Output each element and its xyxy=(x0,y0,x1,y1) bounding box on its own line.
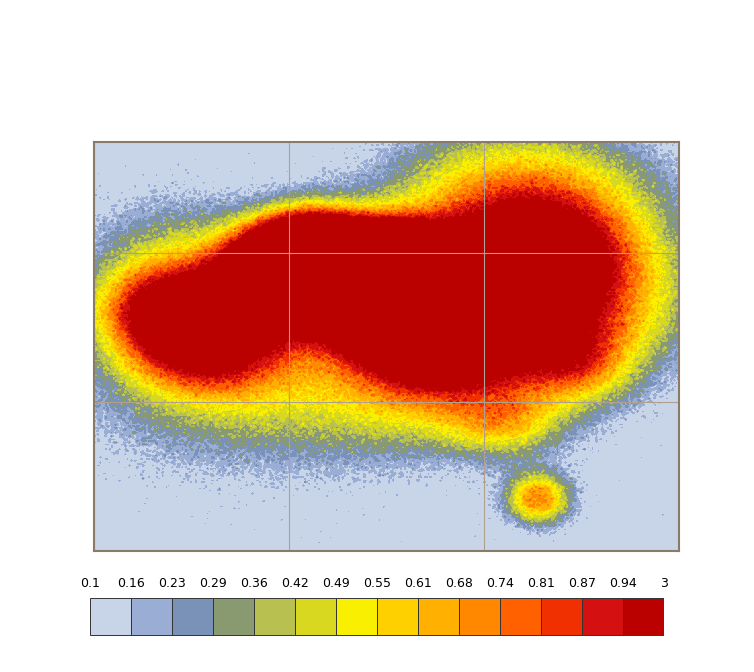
Bar xyxy=(377,598,418,635)
Text: 0.1: 0.1 xyxy=(81,577,100,590)
Text: 0.61: 0.61 xyxy=(404,577,432,590)
Bar xyxy=(131,598,173,635)
Text: 0.81: 0.81 xyxy=(527,577,555,590)
Bar xyxy=(213,598,254,635)
Text: 0.42: 0.42 xyxy=(281,577,309,590)
Text: 0.55: 0.55 xyxy=(363,577,391,590)
Text: 0.74: 0.74 xyxy=(486,577,513,590)
Bar xyxy=(541,598,581,635)
Text: 0.23: 0.23 xyxy=(158,577,186,590)
Bar xyxy=(459,598,500,635)
Bar xyxy=(173,598,213,635)
Text: 0.87: 0.87 xyxy=(568,577,596,590)
Bar xyxy=(254,598,295,635)
Bar xyxy=(90,598,131,635)
Text: 3: 3 xyxy=(660,577,667,590)
Bar xyxy=(418,598,459,635)
Bar xyxy=(623,598,664,635)
Text: 0.94: 0.94 xyxy=(608,577,636,590)
Text: 0.29: 0.29 xyxy=(199,577,227,590)
Text: 0.49: 0.49 xyxy=(322,577,350,590)
Bar xyxy=(581,598,623,635)
Text: 0.16: 0.16 xyxy=(118,577,146,590)
Bar xyxy=(336,598,377,635)
Bar xyxy=(500,598,541,635)
Text: 0.36: 0.36 xyxy=(241,577,268,590)
Text: 0.68: 0.68 xyxy=(445,577,473,590)
Bar xyxy=(295,598,336,635)
